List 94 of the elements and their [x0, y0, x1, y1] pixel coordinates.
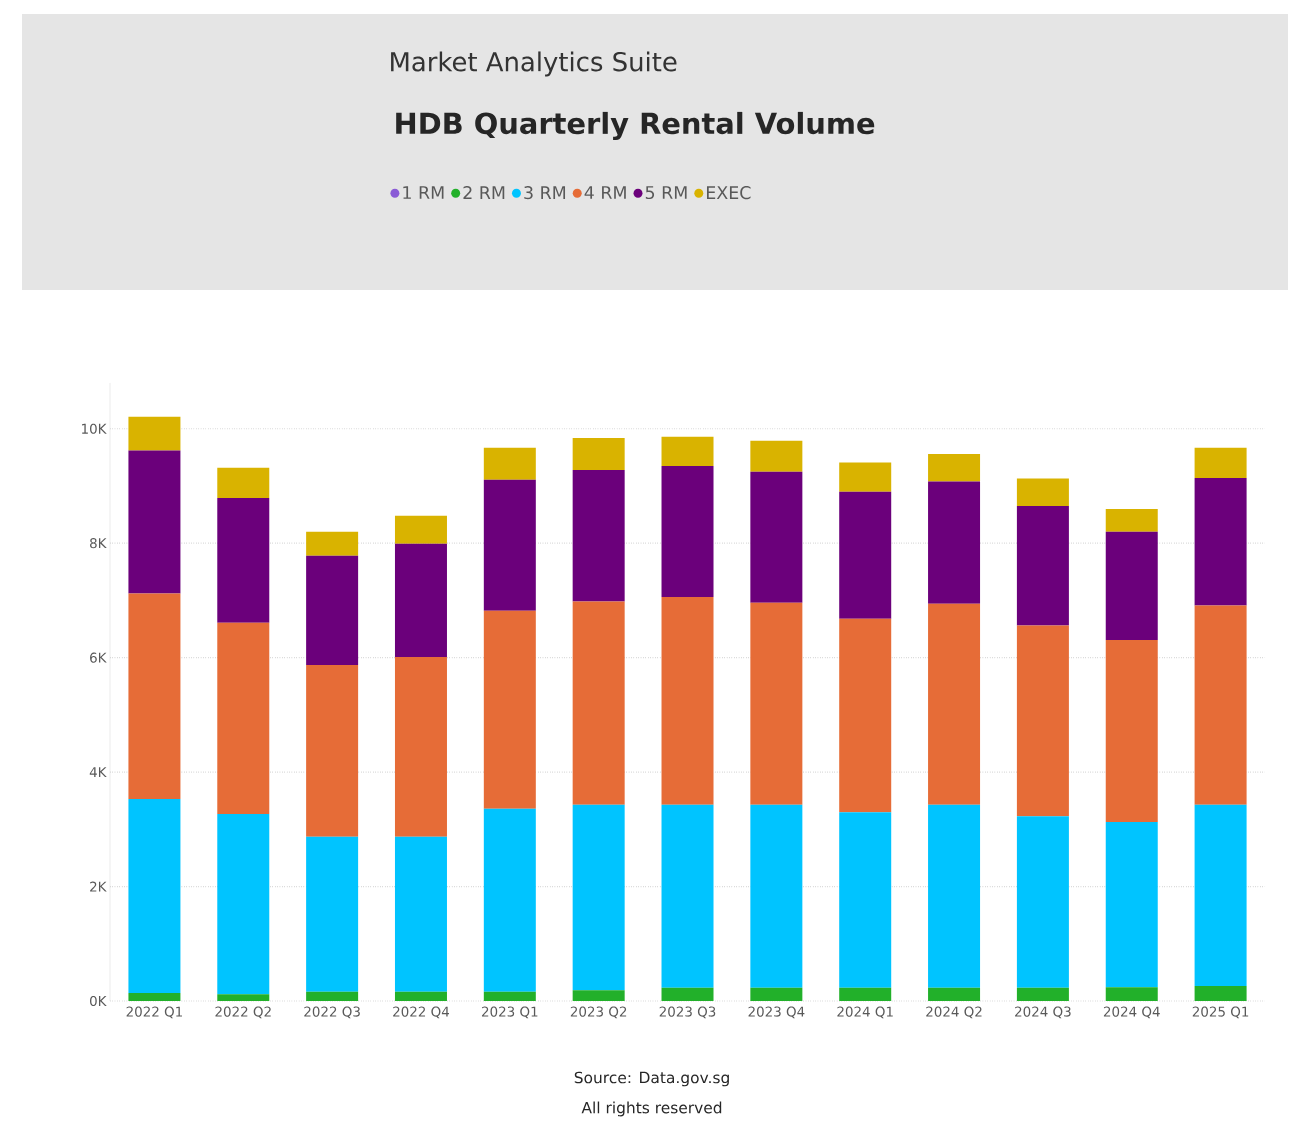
x-tick-label: 2024 Q2 — [926, 1006, 982, 1019]
bar — [217, 994, 270, 1001]
text: All rights reserved — [581, 1101, 722, 1117]
bar — [483, 479, 536, 611]
bar — [217, 813, 270, 995]
x-tick-label: 2023 Q4 — [748, 1006, 805, 1019]
bar — [306, 665, 359, 837]
bar — [661, 987, 714, 1001]
bar — [572, 469, 625, 602]
bar — [217, 622, 270, 814]
bar — [750, 804, 803, 988]
bar — [128, 450, 181, 594]
bar — [572, 601, 625, 805]
bar — [394, 543, 447, 658]
legend-label: 1 RM — [403, 186, 444, 199]
bar — [1016, 478, 1069, 507]
y-tick-label: 4K — [89, 767, 107, 778]
bar — [661, 597, 714, 805]
bar — [839, 618, 892, 813]
bar — [928, 453, 981, 482]
bar — [128, 992, 181, 1001]
bar — [217, 498, 270, 623]
bar — [839, 462, 892, 492]
x-tick-label: 2022 Q1 — [126, 1006, 182, 1019]
bar — [750, 440, 803, 472]
legend-label: 5 RM — [645, 186, 687, 200]
legend-label: 4 RM — [584, 186, 626, 199]
bar — [572, 437, 625, 470]
bar — [661, 804, 714, 988]
bar — [661, 465, 714, 597]
bar — [306, 836, 359, 992]
bar — [128, 416, 181, 451]
bar — [394, 515, 447, 544]
x-tick-label: 2025 Q1 — [1192, 1006, 1249, 1019]
bar — [661, 436, 714, 466]
chart-title: HDB Quarterly Rental Volume — [396, 111, 875, 141]
bar — [394, 836, 447, 992]
x-tick-label: 2022 Q2 — [215, 1006, 271, 1019]
bar — [1194, 986, 1247, 1001]
bar — [1194, 804, 1247, 987]
x-tick-label: 2023 Q2 — [570, 1006, 627, 1019]
bar — [572, 804, 625, 991]
bar — [839, 491, 892, 619]
chart-subtitle: Market Analytics Suite — [391, 51, 677, 77]
bar — [928, 804, 981, 988]
bar — [483, 447, 536, 480]
bar — [217, 467, 270, 498]
legend-label: 2 RM — [463, 186, 505, 199]
bar — [128, 593, 181, 799]
bar — [839, 987, 892, 1001]
bar — [1016, 506, 1069, 626]
bar — [839, 812, 892, 988]
bar — [1016, 987, 1069, 1001]
bar — [394, 991, 447, 1001]
source-note: Source: Data.gov.sg — [574, 1071, 729, 1087]
bar — [1105, 508, 1158, 532]
x-tick-label: 2023 Q3 — [659, 1006, 716, 1019]
bar — [1105, 531, 1158, 640]
bar — [483, 808, 536, 992]
bar — [1194, 477, 1247, 606]
bar — [1105, 821, 1158, 988]
bar — [1105, 639, 1158, 822]
bar — [483, 610, 536, 809]
bar — [306, 991, 359, 1001]
y-tick-label: 10K — [82, 423, 107, 434]
bar — [306, 531, 359, 556]
bar — [1105, 987, 1158, 1001]
y-tick-label: 0K — [90, 995, 107, 1007]
bar — [1194, 605, 1247, 805]
x-tick-label: 2024 Q4 — [1103, 1006, 1160, 1019]
bar — [750, 602, 803, 805]
bar — [128, 799, 181, 993]
y-tick-label: 8K — [90, 538, 107, 549]
bar — [1194, 447, 1247, 478]
x-tick-label: 2024 Q1 — [837, 1006, 893, 1019]
x-tick-label: 2022 Q4 — [393, 1006, 450, 1019]
bar — [928, 603, 981, 805]
x-tick-label: 2024 Q3 — [1015, 1006, 1071, 1019]
bar — [1016, 625, 1069, 817]
y-tick-label: 6K — [90, 652, 107, 663]
bar — [394, 657, 447, 837]
bar — [750, 987, 803, 1001]
bar — [928, 987, 981, 1001]
bar — [1016, 816, 1069, 988]
bar — [306, 555, 359, 666]
y-tick-label: 2K — [90, 881, 107, 892]
bar — [572, 990, 625, 1001]
legend-label: 3 RM — [524, 186, 566, 200]
x-tick-label: 2023 Q1 — [481, 1006, 538, 1019]
legend-label: EXEC — [707, 186, 751, 200]
x-tick-label: 2022 Q3 — [304, 1006, 360, 1019]
bar — [928, 481, 981, 604]
bar — [750, 471, 803, 603]
bar — [483, 991, 536, 1001]
